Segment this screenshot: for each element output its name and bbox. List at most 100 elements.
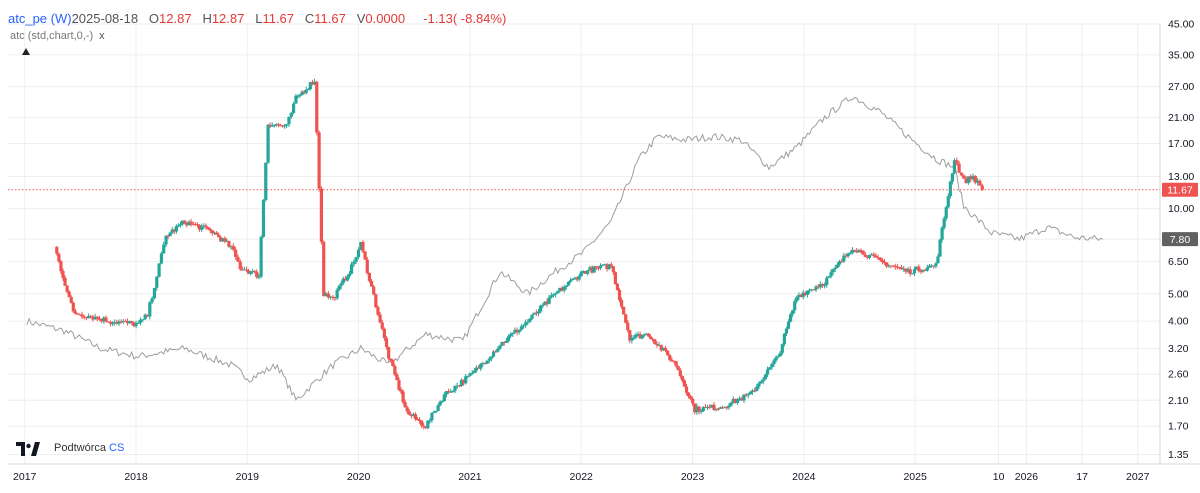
candle-body xyxy=(333,297,337,299)
candle-body xyxy=(797,294,801,298)
candle-body xyxy=(349,264,354,274)
indicator-label[interactable]: atc (std,chart,0,-) xyxy=(10,30,94,42)
candle-body xyxy=(666,350,670,356)
candle-body xyxy=(661,347,665,351)
candle-body xyxy=(691,398,695,404)
candle-body xyxy=(571,278,575,281)
candle-body xyxy=(91,317,95,320)
candle-body xyxy=(440,401,444,403)
candle-body xyxy=(130,321,134,323)
candle-body xyxy=(613,272,617,284)
candle-body xyxy=(676,366,680,371)
candle-body xyxy=(753,390,757,392)
candle-body xyxy=(611,266,615,273)
candle-body xyxy=(867,254,872,258)
candle-body xyxy=(331,296,335,298)
candle-body xyxy=(646,333,650,337)
candle-body xyxy=(128,321,132,324)
y-tick-label: 1.70 xyxy=(1168,421,1189,433)
candle-body xyxy=(657,344,661,346)
candle-body xyxy=(300,91,304,96)
candle-body xyxy=(78,314,82,316)
candle-body xyxy=(579,271,583,277)
candle-body xyxy=(389,358,393,361)
candle-body xyxy=(417,419,422,421)
candle-body xyxy=(865,256,870,258)
candle-body xyxy=(59,261,63,272)
candle-body xyxy=(461,379,466,384)
candle-body xyxy=(485,360,489,364)
candle-body xyxy=(850,249,855,253)
candle-body xyxy=(261,200,266,237)
candle-body xyxy=(927,265,932,268)
candle-body xyxy=(155,276,159,288)
candle-body xyxy=(712,404,716,410)
candle-body xyxy=(791,310,795,315)
candle-body xyxy=(545,301,549,304)
candle-body xyxy=(409,414,413,416)
x-tick-label: 2020 xyxy=(347,471,371,483)
candle-body xyxy=(768,367,772,370)
x-tick-label: 2027 xyxy=(1126,471,1150,483)
candle-body xyxy=(556,291,560,294)
candle-body xyxy=(590,267,594,273)
candle-body xyxy=(395,374,399,381)
candle-body xyxy=(319,188,324,242)
candle-body xyxy=(668,355,672,360)
candle-body xyxy=(191,223,195,225)
candle-body xyxy=(415,418,420,420)
close-label: C xyxy=(304,11,315,26)
candle-body xyxy=(145,314,150,317)
candle-body xyxy=(973,175,977,183)
candle-body xyxy=(708,406,712,408)
volume-value: 0.0000 xyxy=(365,11,406,26)
candle-body xyxy=(543,301,547,305)
candle-body xyxy=(282,125,287,127)
candle-body xyxy=(515,329,519,333)
candle-body xyxy=(885,262,889,267)
candle-body xyxy=(846,253,850,257)
candle-body xyxy=(347,273,352,277)
symbol-label[interactable]: atc_pe (W) xyxy=(8,11,72,26)
candle-body xyxy=(399,389,403,392)
candle-body xyxy=(82,316,86,318)
candle-body xyxy=(502,342,506,344)
candle-body xyxy=(663,347,668,351)
candle-body xyxy=(276,124,280,126)
candle-body xyxy=(436,405,440,411)
candle-body xyxy=(166,235,170,237)
candle-body xyxy=(451,390,455,392)
candle-body xyxy=(121,321,125,323)
candle-body xyxy=(189,221,193,224)
candle-body xyxy=(407,411,411,415)
candle-body xyxy=(466,375,470,377)
candle-body xyxy=(784,328,789,334)
candle-body xyxy=(823,285,827,287)
candle-body xyxy=(240,269,244,271)
candle-body xyxy=(223,238,227,242)
candle-body xyxy=(893,265,897,267)
candle-body xyxy=(897,267,902,269)
grid xyxy=(8,23,1160,464)
close-icon[interactable]: x xyxy=(99,30,105,42)
x-tick-label: 2026 xyxy=(1015,471,1039,483)
candle-body xyxy=(710,404,714,408)
candle-body xyxy=(549,295,553,298)
high-value: 12.87 xyxy=(211,11,245,26)
candle-body xyxy=(374,294,378,308)
candle-body xyxy=(619,300,624,307)
candle-body xyxy=(878,257,882,261)
candle-body xyxy=(159,253,164,264)
candle-body xyxy=(214,232,219,235)
collapse-arrow-icon[interactable] xyxy=(22,48,30,55)
candle-body xyxy=(322,241,326,296)
candle-body xyxy=(413,414,418,419)
candle-body xyxy=(424,426,428,429)
candle-body xyxy=(617,290,622,301)
candle-body xyxy=(536,311,541,314)
candle-body xyxy=(491,351,496,357)
y-tick-label: 45.00 xyxy=(1168,19,1194,31)
candle-body xyxy=(837,261,842,265)
